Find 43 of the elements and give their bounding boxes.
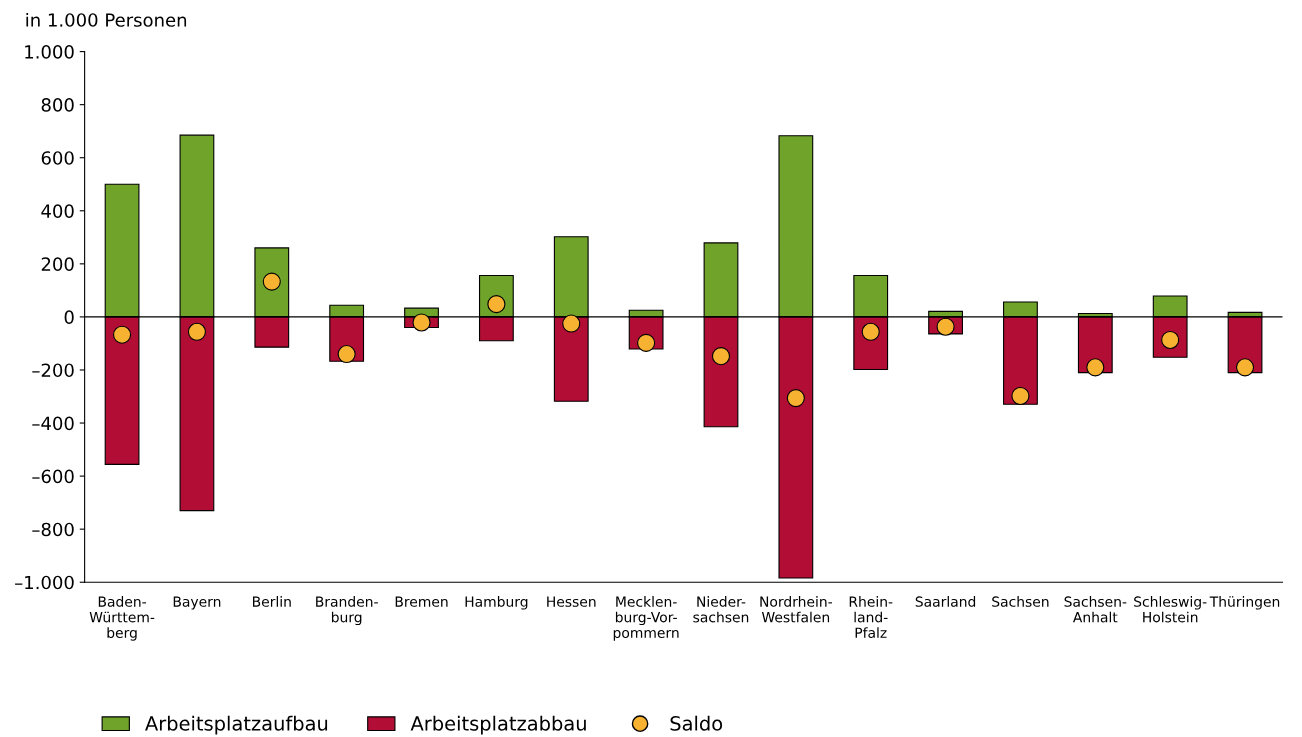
x-tick-label: Sachsen [992,596,1049,607]
x-tick-label: Hamburg [465,596,528,610]
y-axis-title: in 1.000 Personen [26,12,187,27]
y-tick-label: 800 [41,98,74,112]
point [711,347,731,366]
x-tick-label: Nordrhein- Westfalen [760,596,832,623]
x-tick-label: Nieder- sachsen [693,596,749,623]
x-tick-label: Sachsen- Anhalt [1064,596,1127,623]
y-tick-label: –1.000 [15,575,74,590]
x-tick-label: Thüringen [1209,596,1280,610]
point [1011,386,1030,406]
legend-label: Saldo [670,715,723,731]
point [1086,358,1105,377]
point [113,325,132,344]
x-tick-label: Baden- Württem- berg [89,596,155,641]
point [187,322,206,341]
x-tick-label: Branden- burg [316,596,378,626]
y-tick-label: 0 [64,310,74,325]
point [562,314,581,333]
point [412,313,431,332]
legend-label: Arbeitsplatzabbau [410,715,586,735]
x-tick-label: Berlin [253,596,291,607]
x-tick-label: Rhein- land- Pfalz [849,596,893,638]
y-tick-label: 1.000 [25,45,74,59]
x-tick-label: Bayern [173,596,221,610]
y-tick-label: –200 [32,363,74,378]
point [786,389,805,408]
point [1235,358,1255,377]
y-tick-label: –800 [32,522,74,537]
x-tick-label: Hessen [547,596,596,607]
y-tick-label: –400 [32,416,74,431]
point [861,322,880,341]
y-tick-label: 600 [41,151,74,165]
x-tick-label: Saarland [915,596,976,607]
y-tick-label: 200 [41,257,74,271]
point [337,344,356,364]
x-tick-label: Bremen [395,596,448,607]
x-tick-label: Schleswig- Holstein [1134,596,1207,623]
y-tick-label: 400 [41,204,74,218]
y-tick-label: –600 [32,469,74,484]
point [936,317,955,336]
legend-label: Arbeitsplatzaufbau [145,715,328,735]
x-tick-label: Mecklen- burg-Vor- pommern [613,596,679,641]
